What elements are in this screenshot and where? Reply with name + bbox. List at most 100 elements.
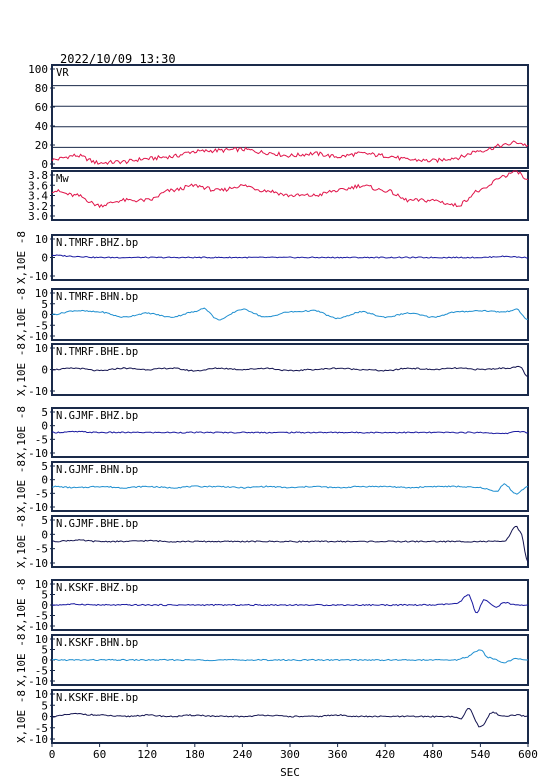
chart-panels: 100806040200VR3.83.63.43.23.0Mw100-10N.T… [15,63,529,746]
x-tick-label: 180 [185,748,205,761]
y-tick-label: -5 [35,665,48,678]
panel-vr: 100 80 60 40 20 0 VR [28,63,529,171]
panel-gjmf_bhe: 50 -5-10 N.GJMF.BHE.bp X,10E -8 [15,514,529,570]
panel-label: Mw [56,173,69,185]
y-axis-label: X,10E -8 [15,231,28,284]
y-tick-label: 5 [41,644,48,657]
y-tick-label: 3.0 [28,210,48,223]
y-tick-label: 5 [41,589,48,602]
y-tick-label: -10 [28,447,48,460]
panel-label: N.KSKF.BHZ.bp [56,582,138,594]
y-tick-label: -5 [35,610,48,623]
y-tick-label: 20 [35,139,48,152]
y-tick-label: -10 [28,733,48,746]
y-tick-label: 0 [41,528,48,541]
y-tick-label: 10 [35,688,48,701]
y-axis-label: X,10E -8 [15,288,28,341]
y-tick-label: -10 [28,620,48,633]
y-tick-label: 10 [35,233,48,246]
y-tick-label: 100 [28,63,48,76]
panel-label: N.TMRF.BHZ.bp [56,237,138,249]
y-tick-label: -10 [28,557,48,570]
y-axis-label: X,10E -8 [15,515,28,568]
x-tick-label: 300 [280,748,300,761]
panel-label: N.GJMF.BHZ.bp [56,410,138,422]
series-line-mw [51,170,529,209]
y-tick-label: 60 [35,101,48,114]
panel-tmrf_bhz: 10 0 -10 N.TMRF.BHZ.bp X,10E -8 [15,231,529,284]
y-axis-label: X,10E -8 [15,406,28,459]
y-tick-label: 0 [41,711,48,724]
y-tick-label: 10 [35,578,48,591]
panel-label: N.KSKF.BHN.bp [56,637,138,649]
panel-frame [51,288,529,341]
panel-frame [51,64,529,169]
x-tick-label: 240 [232,748,252,761]
y-tick-label: 0 [41,599,48,612]
x-tick-label: 480 [423,748,443,761]
y-tick-label: 10 [35,287,48,300]
panel-gjmf_bhz: 50-5-10 N.GJMF.BHZ.bp X,10E -8 [15,406,529,460]
y-axis-label: X,10E -8 [15,634,28,687]
y-tick-label: -5 [35,543,48,556]
y-tick-label: 0 [41,474,48,487]
y-tick-label: 3.2 [28,200,48,213]
series-line-gjmf_bhe [51,525,529,563]
panel-label: N.GJMF.BHE.bp [56,518,138,530]
y-tick-label: 0 [41,252,48,265]
y-tick-label: 10 [35,633,48,646]
y-tick-label: 5 [41,514,48,527]
x-tick-label: 420 [375,748,395,761]
panel-label: N.TMRF.BHE.bp [56,346,138,358]
panel-tmrf_bhe: 10 0 -10 N.TMRF.BHE.bp X,10E -8 [15,342,529,398]
panel-label: VR [56,67,69,79]
y-axis-label: X,10E -8 [15,690,28,743]
y-tick-label: 5 [41,699,48,712]
y-tick-label: 5 [41,460,48,473]
y-axis-label: X,10E -8 [15,579,28,632]
y-tick-label: -5 [35,487,48,500]
x-tick-label: 360 [328,748,348,761]
y-tick-label: -5 [35,722,48,735]
panel-mw: 3.83.63.43.23.0 Mw [28,169,529,223]
series-line-kskf_bhe [51,707,529,728]
x-axis: 0 60 120 180 240 300 360 420 480 540 600 [49,743,538,761]
series-line-vr [51,140,529,166]
y-tick-label: -10 [28,675,48,688]
y-tick-label: 0 [41,158,48,171]
y-tick-label: -10 [28,270,48,283]
series-line-tmrf_bhe [51,365,529,378]
y-tick-label: 0 [41,309,48,322]
panel-label: N.TMRF.BHN.bp [56,291,138,303]
series-line-tmrf_bhn [51,307,529,321]
x-tick-label: 0 [49,748,56,761]
series-line-kskf_bhz [51,594,529,614]
series-line-kskf_bhn [52,649,529,664]
panel-gjmf_bhn: 50-5-10 N.GJMF.BHN.bp X,10E -8 [15,460,529,514]
y-axis-label: X,10E -8 [15,343,28,396]
y-tick-label: 40 [35,120,48,133]
series-line-gjmf_bhz [51,430,529,435]
series-line-gjmf_bhn [52,483,529,495]
y-tick-label: -10 [28,385,48,398]
panel-label: N.KSKF.BHE.bp [56,692,138,704]
y-tick-label: 0 [41,654,48,667]
y-tick-label: 0 [41,420,48,433]
y-tick-label: 3.8 [28,169,48,182]
y-axis-label: X,10E -8 [15,460,28,513]
series-line-tmrf_bhz [51,254,529,259]
y-tick-label: -5 [35,433,48,446]
y-tick-label: -10 [28,501,48,514]
y-tick-label: 5 [41,298,48,311]
panel-frame [51,343,529,396]
x-axis-label: SEC [280,766,300,779]
x-tick-label: 60 [93,748,106,761]
y-tick-label: 3.4 [28,190,48,203]
y-tick-label: -5 [35,319,48,332]
y-tick-label: 3.6 [28,179,48,192]
